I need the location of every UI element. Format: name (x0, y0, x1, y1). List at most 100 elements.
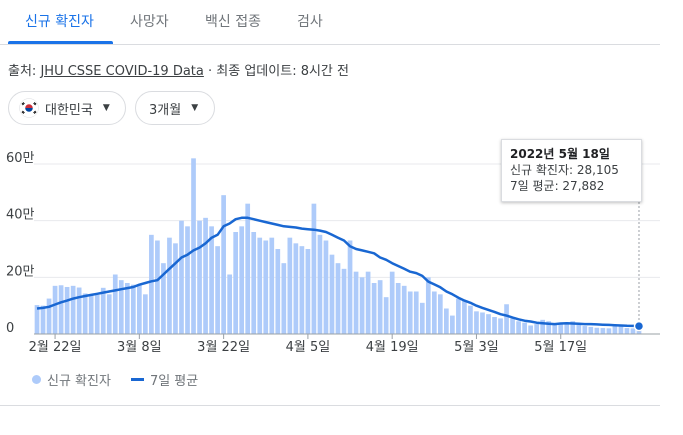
case-bar (130, 284, 136, 334)
case-bar (40, 305, 46, 334)
case-bar (161, 263, 166, 334)
case-bar (179, 220, 184, 334)
hover-point[interactable] (633, 320, 645, 332)
case-bar (221, 195, 226, 334)
case-bar (534, 324, 540, 334)
case-bar (112, 274, 118, 334)
case-bar (630, 328, 636, 334)
chart-tooltip: 2022년 5월 18일 신규 확진자: 28,105 7일 평균: 27,88… (501, 139, 642, 202)
case-bar (468, 305, 473, 334)
case-bar (407, 291, 413, 334)
seven-day-average-line (36, 216, 640, 328)
case-bar (191, 158, 196, 334)
case-bar (227, 274, 232, 334)
case-bar (570, 321, 576, 334)
case-bar (173, 243, 178, 334)
case-bar (510, 318, 515, 334)
case-bar (600, 328, 606, 334)
case-bar (185, 226, 190, 334)
case-bar (383, 297, 389, 334)
case-bar (389, 271, 395, 334)
tab-bar: 신규 확진자 사망자 백신 접종 검사 (0, 0, 660, 45)
legend-bars-swatch (32, 375, 41, 384)
tab-deaths[interactable]: 사망자 (130, 14, 169, 30)
case-bar (395, 283, 401, 334)
case-bar (149, 234, 154, 334)
case-bar (197, 220, 202, 334)
case-bar (251, 232, 257, 334)
case-bar (88, 295, 94, 334)
case-bar (528, 325, 533, 334)
case-bar (106, 294, 112, 334)
tab-new-cases[interactable]: 신규 확진자 (25, 14, 94, 30)
y-tick-label: 60만 (6, 151, 35, 166)
y-tick-label: 20만 (6, 264, 35, 279)
tooltip-average: 7일 평균: 27,882 (510, 179, 605, 193)
case-bar (576, 324, 582, 334)
case-bar (82, 293, 88, 334)
case-bar (269, 237, 275, 334)
case-bar (275, 249, 281, 334)
x-tick-label: 3월 8일 (117, 340, 162, 355)
case-bar (450, 315, 455, 334)
case-bar (582, 326, 588, 334)
case-bar (498, 318, 503, 334)
case-bar (377, 280, 383, 334)
period-label: 3개월 (149, 102, 182, 118)
case-bar (215, 246, 220, 334)
case-bar (431, 291, 437, 334)
x-tick-label: 5월 3일 (454, 340, 499, 355)
case-bar (618, 326, 624, 334)
tooltip-cases: 신규 확진자: 28,105 (510, 163, 619, 177)
case-bar (365, 271, 371, 334)
case-bar (239, 226, 245, 334)
caret-down-icon: ▼ (191, 103, 199, 113)
x-tick-label: 4월 19일 (366, 340, 419, 355)
last-updated: 최종 업데이트: 8시간 전 (216, 64, 349, 79)
case-bar (209, 226, 214, 334)
legend-line-swatch (130, 378, 144, 381)
case-bar (594, 327, 600, 334)
footer-divider (0, 405, 660, 406)
case-bar (335, 263, 341, 334)
case-bar (263, 240, 269, 334)
case-bar (444, 308, 449, 334)
case-bar (612, 325, 618, 334)
case-bar (203, 217, 208, 334)
tab-vaccinations[interactable]: 백신 접종 (205, 14, 261, 30)
case-bar (371, 283, 377, 334)
case-bar (323, 240, 329, 334)
case-bar (522, 322, 527, 334)
case-bar (425, 277, 431, 334)
case-bar (486, 314, 491, 334)
case-bar (136, 284, 142, 334)
case-bar (540, 319, 546, 334)
country-label: 대한민국 (45, 102, 93, 118)
case-bar (64, 286, 70, 334)
tab-tests[interactable]: 검사 (297, 14, 323, 30)
case-bar (329, 254, 335, 334)
y-tick-label: 0 (6, 321, 14, 336)
case-bar (462, 300, 467, 334)
case-bar (606, 328, 612, 334)
case-bar (70, 285, 76, 334)
case-bar (419, 302, 425, 334)
cases-chart[interactable]: 0 20만 40만 60만 2월 22일 3월 8일 3월 22일 4월 5일 4월 19일 5월… (0, 140, 660, 360)
case-bar (492, 317, 497, 334)
source-separator: · (208, 64, 213, 79)
case-bar (564, 324, 570, 334)
case-bar (516, 321, 521, 334)
south-korea-flag-icon (19, 98, 39, 118)
period-selector[interactable]: 3개월 ▼ (135, 91, 215, 125)
case-bar (317, 234, 323, 334)
case-bar (245, 203, 251, 334)
country-selector[interactable]: 대한민국 ▼ (8, 91, 126, 125)
source-link[interactable]: JHU CSSE COVID-19 Data (40, 64, 204, 79)
case-bar (552, 323, 558, 334)
case-bar (413, 291, 419, 334)
case-bar (94, 294, 100, 334)
active-tab-indicator (8, 41, 113, 44)
case-bar (233, 232, 239, 334)
case-bar (143, 294, 148, 334)
case-bar (359, 277, 365, 334)
